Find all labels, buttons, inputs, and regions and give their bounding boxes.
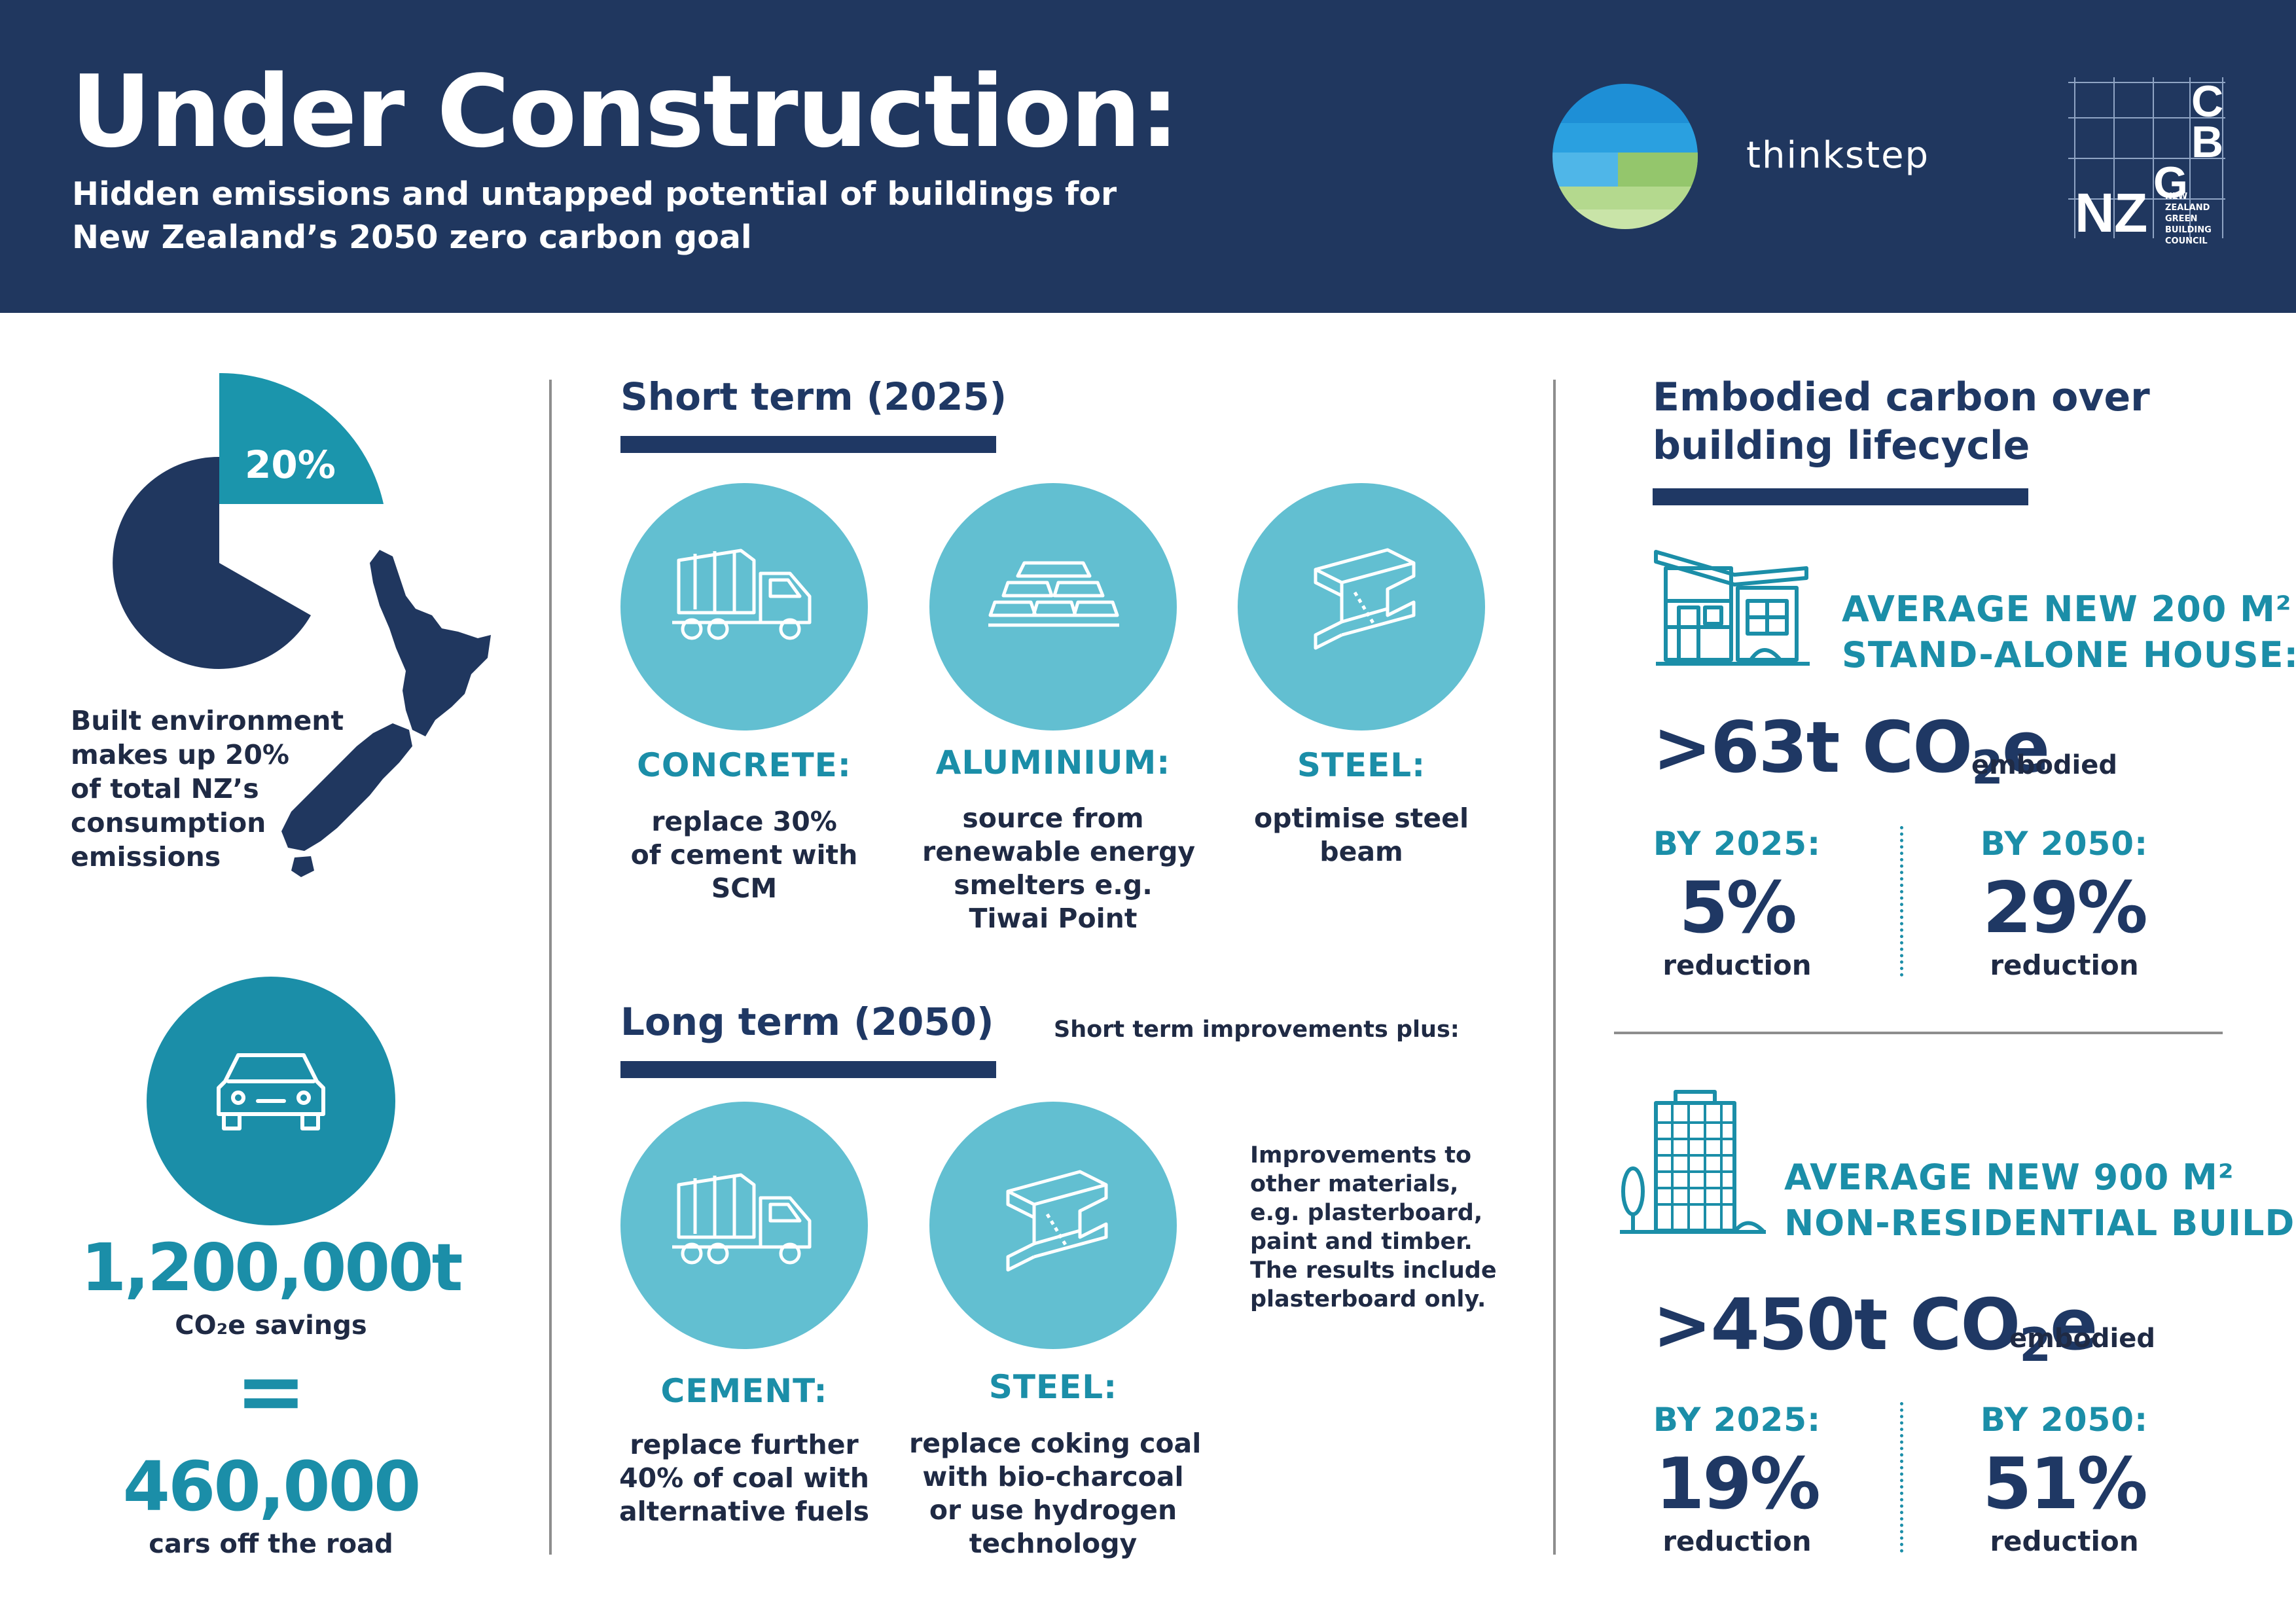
- section-divider: [1614, 1032, 2223, 1034]
- savings-value: 1,200,000t: [81, 1229, 463, 1306]
- concrete-mixer-truck-icon: [672, 1173, 812, 1265]
- header-banner: Under Construction: Hidden emissions and…: [0, 0, 2296, 313]
- aluminium-description: source from renewable energy smelters e.…: [922, 803, 1196, 934]
- subtitle-line: Hidden emissions and untapped potential …: [72, 175, 1117, 213]
- savings-label: CO₂e savings: [175, 1310, 367, 1341]
- steel-title: STEEL:: [1297, 746, 1426, 784]
- steel-beam-icon: [1006, 1170, 1108, 1272]
- short-term-heading: Short term (2025): [620, 374, 1007, 419]
- steel-long-description: replace coking coal with bio-charcoal or…: [909, 1428, 1202, 1559]
- building-by-2025-label: BY 2025:: [1653, 1401, 1821, 1439]
- other-materials-note: Improvements to other materials, e.g. pl…: [1250, 1142, 1497, 1312]
- building-by-2050-label: BY 2050:: [1980, 1401, 2149, 1439]
- short-term-underline: [620, 436, 996, 453]
- steel-description: optimise steel beam: [1253, 803, 1469, 867]
- pie-slice-remaining: [113, 456, 311, 669]
- house-dotted-divider: [1900, 826, 1903, 977]
- steel-long-circle: [929, 1102, 1177, 1349]
- svg-text:Z: Z: [2114, 182, 2147, 238]
- pie-slice-built-environment: [219, 373, 384, 504]
- building-heading: AVERAGE NEW 900 M² NON-RESIDENTIAL BUILD…: [1784, 1157, 2296, 1244]
- concrete-circle: [620, 483, 868, 731]
- building-2025-reduction-label: reduction: [1662, 1525, 1812, 1557]
- concrete-mixer-truck-icon: [672, 549, 812, 640]
- house-2050-percent: 29%: [1982, 867, 2148, 949]
- long-term-underline: [620, 1061, 996, 1078]
- emissions-pie-chart: [113, 373, 384, 669]
- svg-text:G: G: [2153, 158, 2188, 208]
- concrete-description: replace 30% of cement with SCM: [630, 806, 858, 904]
- new-zealand-map-icon: [281, 550, 491, 877]
- page-title: Under Construction:: [71, 54, 1179, 170]
- aluminium-title: ALUMINIUM:: [935, 744, 1171, 782]
- short-term-plus-note: Short term improvements plus:: [1054, 1017, 1460, 1043]
- subtitle-line: New Zealand’s 2050 zero carbon goal: [72, 219, 752, 256]
- aluminium-circle: [929, 483, 1177, 731]
- cement-description: replace further 40% of coal with alterna…: [619, 1429, 869, 1527]
- thinkstep-logo-icon: [1552, 84, 1698, 229]
- cars-label: cars off the road: [149, 1529, 393, 1559]
- steel-long-title: STEEL:: [988, 1368, 1118, 1406]
- concrete-title: CONCRETE:: [637, 746, 852, 784]
- svg-text:C: C: [2191, 77, 2223, 126]
- office-building-icon: [1620, 1090, 1766, 1234]
- aluminium-ingots-icon: [988, 561, 1119, 627]
- house-co2-value: >63t CO2e: [1653, 707, 2050, 795]
- svg-text:N: N: [2075, 182, 2115, 238]
- building-embodied-label: embodied: [2009, 1324, 2156, 1354]
- building-2025-percent: 19%: [1655, 1443, 1821, 1525]
- house-by-2025-label: BY 2025:: [1653, 825, 1821, 863]
- column-divider: [1553, 380, 1556, 1555]
- cars-value: 460,000: [122, 1447, 422, 1526]
- house-by-2050-label: BY 2050:: [1980, 825, 2149, 863]
- nzgbc-logo-icon: C B G N Z: [2068, 77, 2225, 238]
- column-divider: [549, 380, 552, 1555]
- cement-circle: [620, 1102, 868, 1349]
- building-2050-reduction-label: reduction: [1990, 1525, 2139, 1557]
- built-environment-text: Built environment makes up 20% of total …: [71, 705, 344, 873]
- car-icon: [217, 1053, 325, 1130]
- pie-percent-label: 20%: [245, 442, 336, 487]
- house-embodied-label: embodied: [1971, 750, 2118, 780]
- house-2050-reduction-label: reduction: [1990, 949, 2139, 981]
- building-co2-value: >450t CO2e: [1653, 1284, 2098, 1372]
- svg-text:B: B: [2191, 117, 2223, 167]
- embodied-carbon-heading: Embodied carbon over building lifecycle: [1653, 374, 2150, 469]
- equals-sign: =: [235, 1341, 307, 1441]
- building-dotted-divider: [1900, 1402, 1903, 1553]
- house-2025-percent: 5%: [1679, 867, 1797, 949]
- steel-beam-icon: [1314, 548, 1416, 650]
- partner-name: thinkstep: [1746, 134, 1930, 177]
- building-2050-percent: 51%: [1982, 1443, 2148, 1525]
- house-2025-reduction-label: reduction: [1662, 949, 1812, 981]
- cement-title: CEMENT:: [660, 1372, 828, 1410]
- house-icon: [1654, 550, 1810, 666]
- council-name: NEW ZEALAND GREEN BUILDING COUNCIL: [2165, 192, 2212, 246]
- house-heading: AVERAGE NEW 200 M² STAND-ALONE HOUSE:: [1842, 588, 2296, 676]
- steel-circle: [1238, 483, 1485, 731]
- page-subtitle: Hidden emissions and untapped potential …: [72, 173, 1117, 259]
- embodied-carbon-underline: [1653, 488, 2028, 505]
- long-term-heading: Long term (2050): [620, 1000, 994, 1044]
